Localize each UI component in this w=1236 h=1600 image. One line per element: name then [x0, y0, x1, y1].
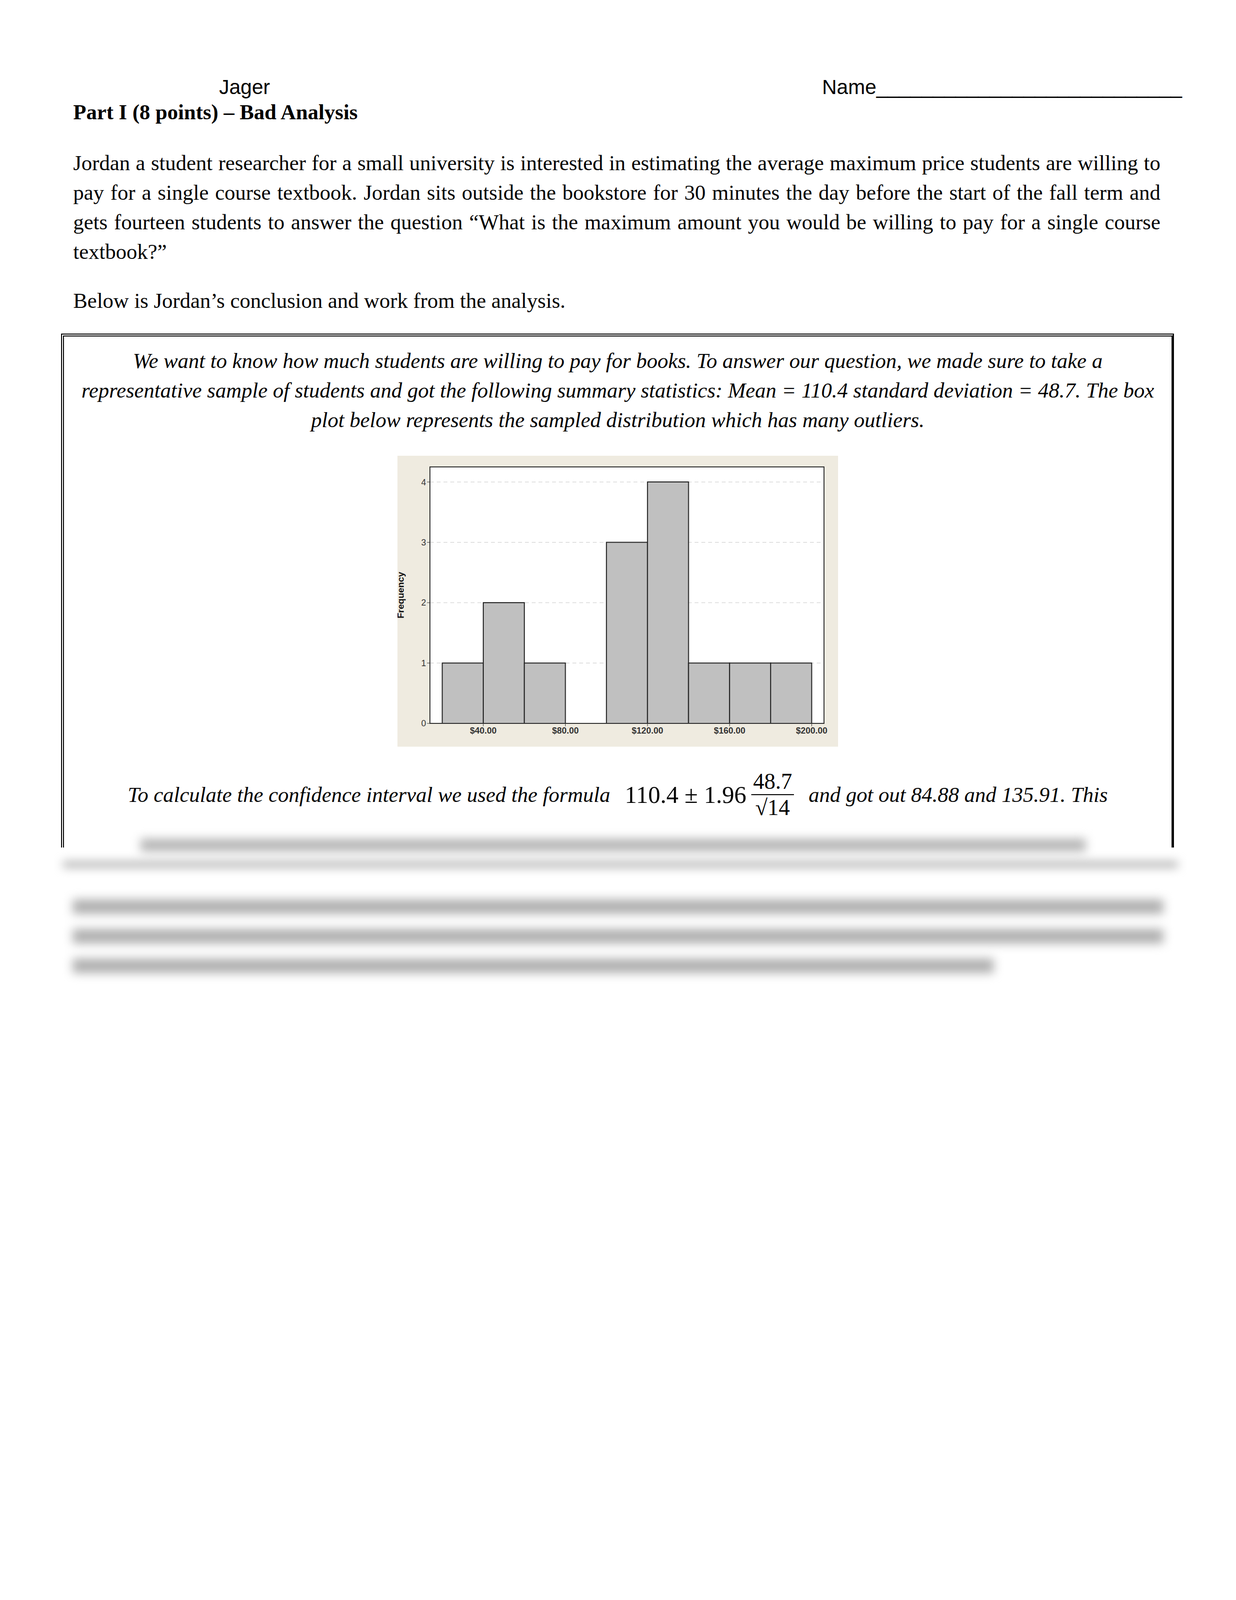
html-text:Jager: Jager	[219, 75, 271, 99]
svg-text:Frequency: Frequency	[397, 571, 406, 619]
svg-text:$160.00: $160.00	[713, 725, 746, 736]
html-text:and got out 84.88 and 135.91.: and got out 84.88 and 135.91. This	[808, 782, 1108, 807]
svg-text:$80.00: $80.00	[552, 725, 579, 736]
html-text:Jordan a student researcher fo: Jordan a student researcher for a small …	[73, 151, 1161, 264]
svg-text:$200.00: $200.00	[795, 725, 828, 736]
svg-text:$120.00: $120.00	[631, 725, 664, 736]
svg-text:$40.00: $40.00	[470, 725, 497, 736]
html-text:To calculate the confidence in: To calculate the confidence interval we …	[127, 782, 611, 807]
html-text:Part I (8 points) – Bad Analys: Part I (8 points) – Bad Analysis	[73, 100, 358, 125]
svg-text:1: 1	[421, 658, 427, 668]
html-text:48.7: 48.7	[753, 768, 793, 794]
html-text:We want to know how much stude: We want to know how much students are wi…	[81, 348, 1155, 432]
svg-text:3: 3	[421, 537, 427, 548]
svg-text:4: 4	[421, 477, 427, 488]
html-text:√14: √14	[755, 794, 790, 820]
html-text:110.4 ± 1.96: 110.4 ± 1.96	[624, 780, 747, 809]
html-text:Below is Jordan’s conclusion a: Below is Jordan’s conclusion and work fr…	[73, 288, 566, 313]
svg-text:0: 0	[421, 718, 427, 729]
svg-text:2: 2	[421, 597, 427, 608]
html-text:Name__________________________: Name___________________________	[822, 75, 1183, 99]
